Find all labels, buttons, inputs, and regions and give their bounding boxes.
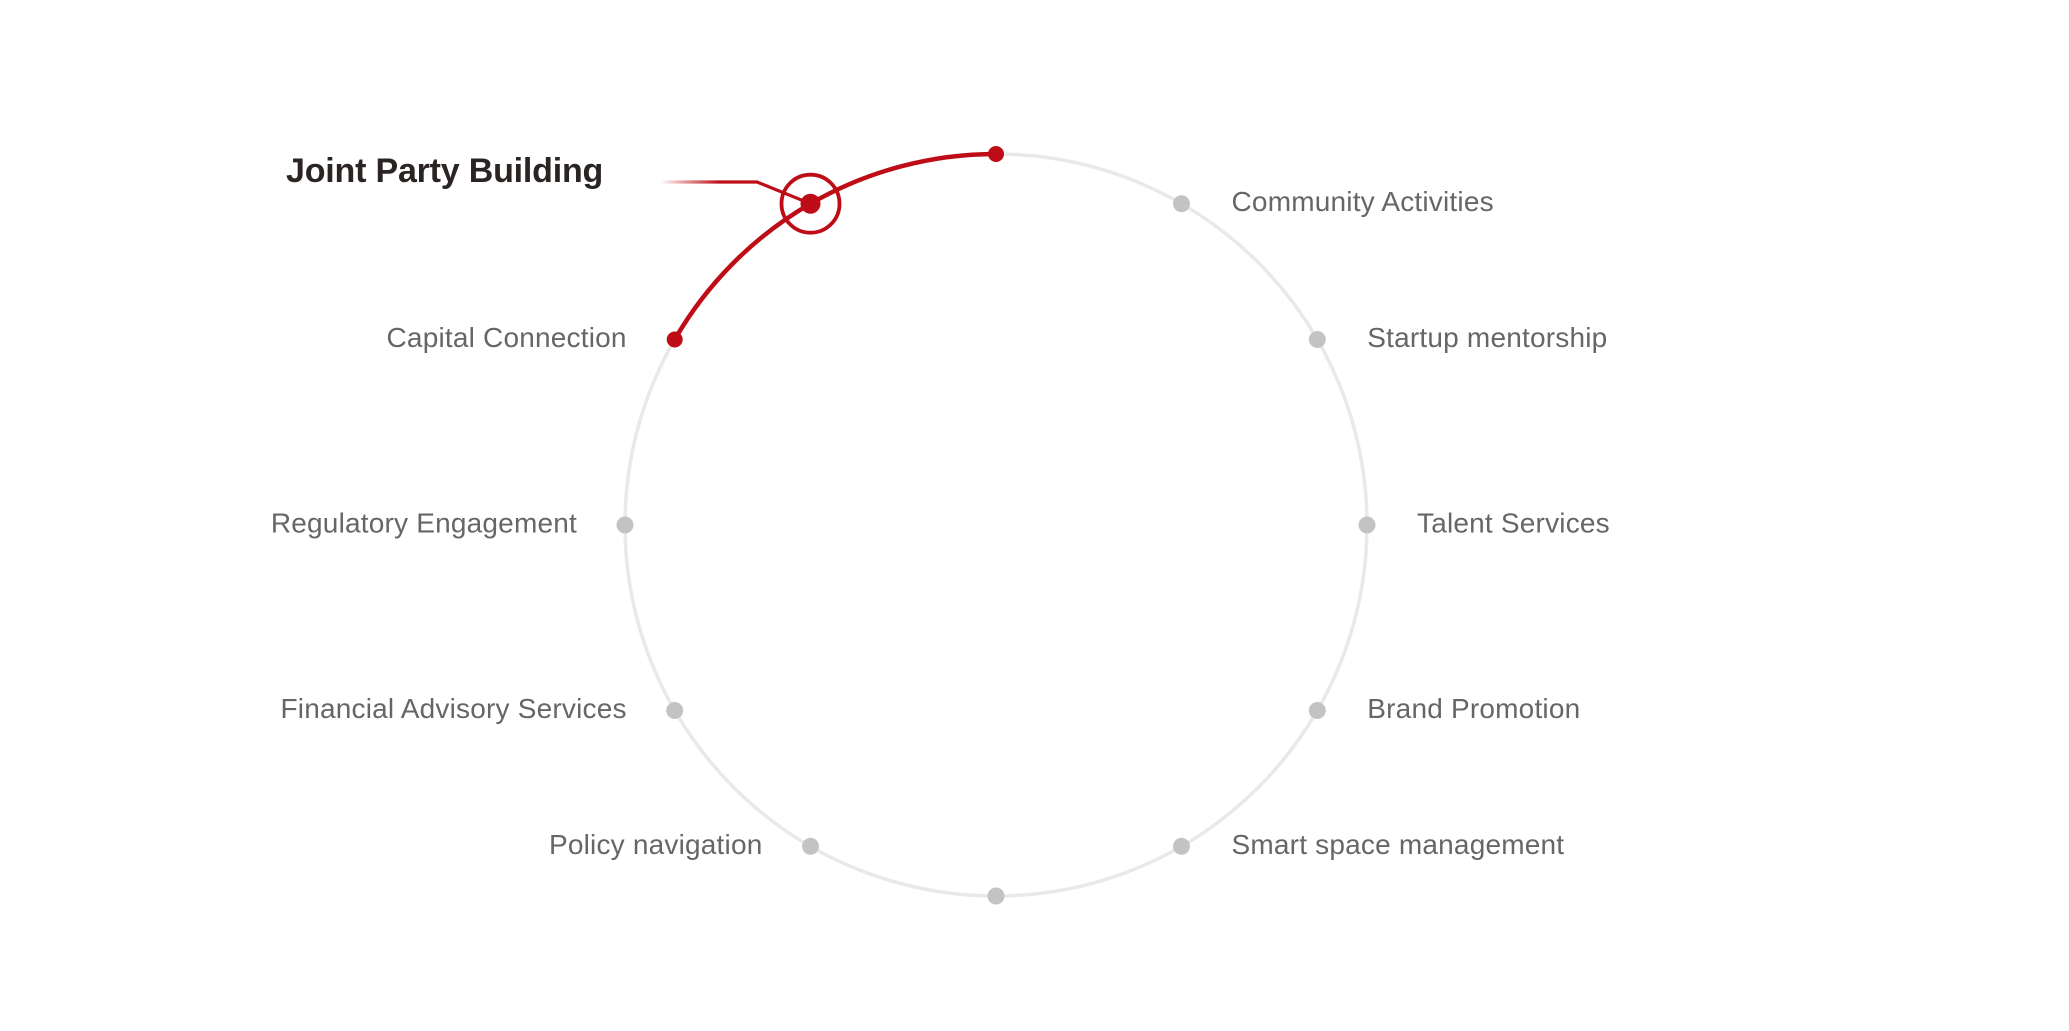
wheel-label-community-activities: Community Activities xyxy=(1232,186,1494,217)
wheel-label-policy-navigation: Policy navigation xyxy=(549,829,763,860)
wheel-dot-community-activities xyxy=(1173,195,1190,213)
wheel-dot-financial-advisory-services xyxy=(666,702,684,719)
wheel-dot-brand-promotion xyxy=(1308,702,1326,719)
wheel-dot-capital-connection xyxy=(666,331,683,348)
wheel-dot-startup-mentorship xyxy=(1308,331,1326,348)
highlight-title: Joint Party Building xyxy=(286,152,604,190)
wheel-circle xyxy=(623,152,1369,898)
highlight-ring-icon xyxy=(779,172,842,235)
wheel-label-talent-services: Talent Services xyxy=(1417,508,1610,539)
wheel-label-smart-space-management: Smart space management xyxy=(1232,829,1565,860)
wheel-label-financial-advisory-services: Financial Advisory Services xyxy=(281,693,627,724)
wheel-label-regulatory-engagement: Regulatory Engagement xyxy=(271,508,577,539)
wheel-label-startup-mentorship: Startup mentorship xyxy=(1367,322,1607,353)
wheel-dot-wheel-bottom xyxy=(987,887,1005,905)
leader-line xyxy=(660,180,812,206)
wheel-label-brand-promotion: Brand Promotion xyxy=(1367,693,1580,724)
wheel-dot-joint-party-building xyxy=(800,193,821,214)
wheel-dot-talent-services xyxy=(1358,516,1376,534)
wheel-dot-smart-space-management xyxy=(1173,837,1190,855)
wheel-label-capital-connection: Capital Connection xyxy=(387,322,627,353)
wheel-dot-policy-navigation xyxy=(802,837,819,855)
wheel-dot-arc-top xyxy=(988,146,1004,162)
wheel-dot-regulatory-engagement xyxy=(616,516,634,534)
